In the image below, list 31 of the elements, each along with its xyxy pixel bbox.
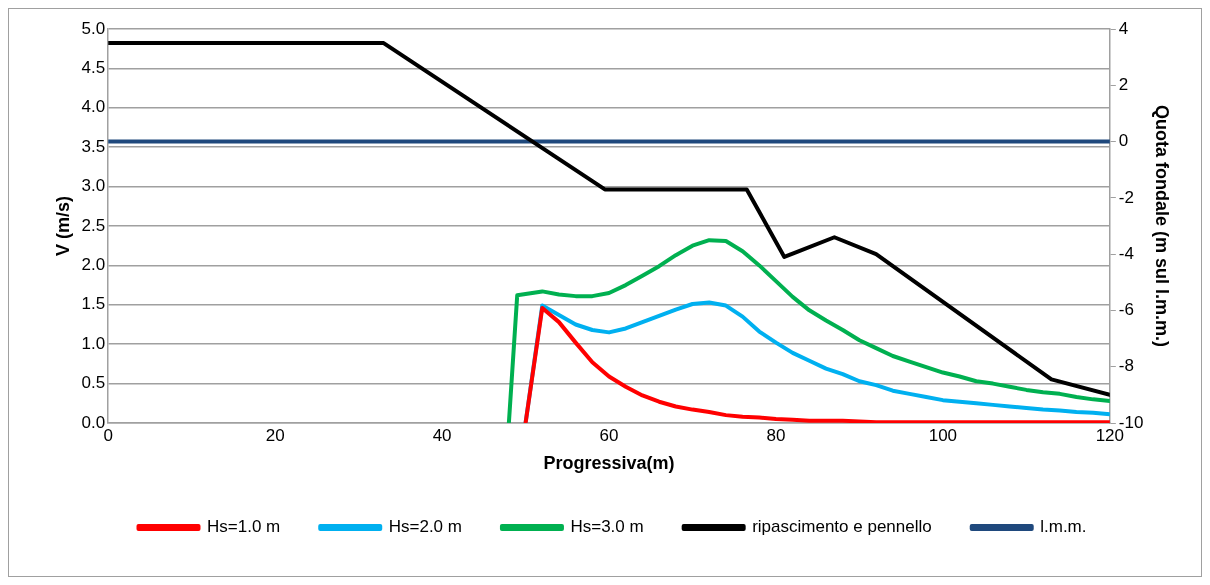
x-tick-label: 60	[599, 425, 619, 445]
legend-label: l.m.m.	[1040, 517, 1087, 537]
y-tick-label: 1.0	[81, 333, 106, 353]
y-tick-label: 3.0	[81, 176, 106, 196]
y-tick-label: 5.0	[81, 18, 106, 38]
y-tick-label: 2.5	[81, 215, 106, 235]
y-axis-title: V (m/s)	[52, 195, 73, 257]
y-tick-label: 1.5	[81, 294, 106, 314]
y-tick-label: 2.0	[81, 255, 106, 275]
y-tick-label: 3.5	[81, 136, 106, 156]
y2-tick-label: -8	[1118, 356, 1134, 376]
legend-label: Hs=3.0 m	[570, 517, 644, 537]
y-tick-label: 4.5	[81, 58, 106, 78]
x-tick-label: 80	[766, 425, 786, 445]
x-tick-label: 0	[103, 425, 113, 445]
x-tick-label: 100	[928, 425, 958, 445]
legend-label: Hs=1.0 m	[207, 517, 281, 537]
legend-label: ripascimento e pennello	[752, 517, 932, 537]
legend-label: Hs=2.0 m	[388, 517, 462, 537]
y2-tick-label: -4	[1118, 243, 1134, 263]
y2-tick-label: 4	[1118, 18, 1129, 38]
y2-axis-title: Quota fondale (m sul l.m.m.)	[1152, 104, 1173, 348]
x-axis-title: Progressiva(m)	[543, 453, 675, 474]
y-tick-label: 0.5	[81, 373, 106, 393]
y2-tick-label: -2	[1118, 187, 1134, 207]
y2-tick-label: 2	[1118, 74, 1129, 94]
y-tick-label: 4.0	[81, 97, 106, 117]
x-tick-label: 40	[432, 425, 452, 445]
x-tick-label: 20	[265, 425, 285, 445]
y2-tick-label: -6	[1118, 300, 1134, 320]
y2-tick-label: 0	[1118, 131, 1129, 151]
